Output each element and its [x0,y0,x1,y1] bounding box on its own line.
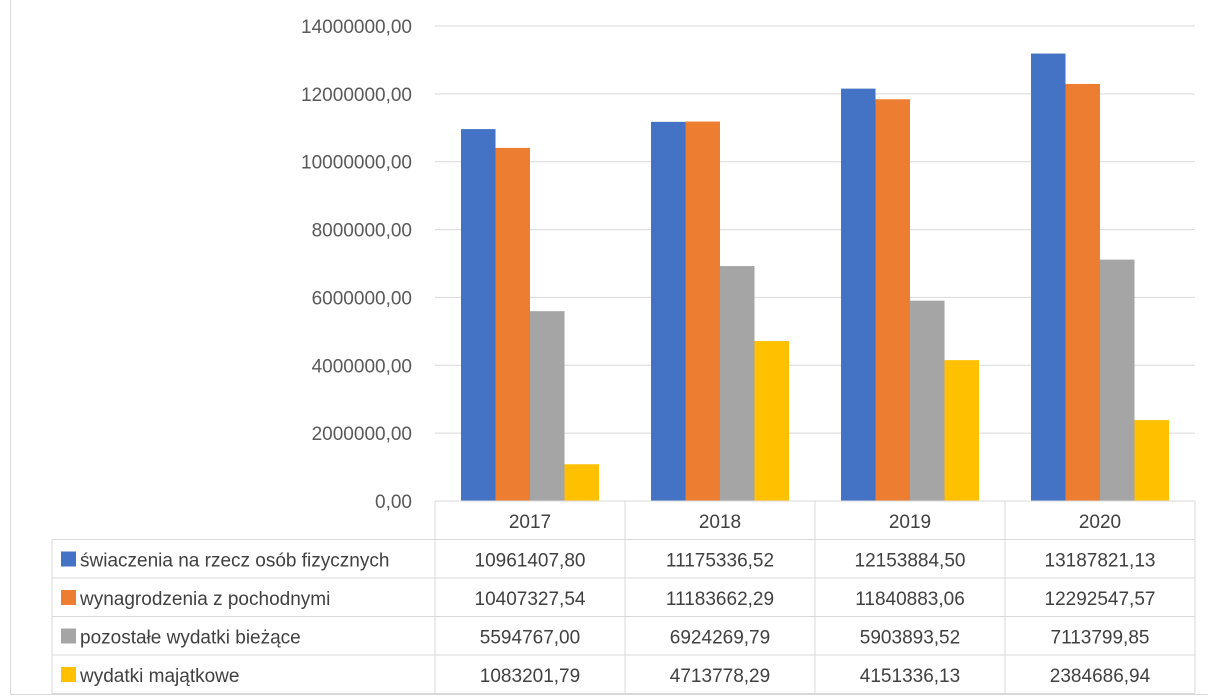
y-tick-label: 0,00 [375,492,412,513]
series-name: świaczenia na rzecz osób fizycznych [80,551,389,572]
table-cell: 7113799,85 [1051,628,1150,649]
table-cell: 13187821,13 [1045,551,1156,572]
data-table: 2017 2018 2019 2020 świaczenia na rzecz osób… [51,500,1196,694]
bar-2020-series-4 [1134,420,1169,501]
category-label: 2020 [1079,512,1121,533]
bar-2017-series-3 [530,311,565,501]
table-cell: 12153884,50 [855,551,966,572]
legend-key [61,628,76,644]
bar-2019-series-3 [910,300,945,501]
bar-2018-series-4 [754,341,789,501]
y-tick-label: 4000000,00 [312,356,412,377]
table-cell: 6924269,79 [670,628,770,649]
category-label: 2019 [889,512,931,533]
legend-key [61,551,76,567]
table-cell: 1083201,79 [480,666,580,687]
bar-2020-series-2 [1065,83,1100,501]
series-name: wynagrodzenia z pochodnymi [79,589,330,610]
bar-2017-series-4 [564,464,599,501]
bar-2018-series-3 [720,266,755,501]
bar-2020-series-1 [1031,53,1066,502]
bar-2018-series-1 [651,121,686,502]
bar-2019-series-4 [944,360,979,501]
y-tick-label: 12000000,00 [301,85,412,106]
table-cell: 12292547,57 [1045,589,1156,610]
y-tick-label: 8000000,00 [312,221,412,242]
legend-key [61,590,76,605]
chart-frame [10,0,1208,695]
bar-2017-series-2 [495,147,530,502]
y-tick-label: 2000000,00 [312,424,412,445]
table-cell: 4713778,29 [670,666,770,687]
bar-2019-series-1 [841,88,876,502]
category-label: 2018 [699,512,741,533]
bar-2019-series-2 [875,99,910,502]
y-tick-label: 14000000,00 [301,17,412,38]
table-cell: 11840883,06 [855,589,965,610]
bar-2017-series-1 [461,129,496,501]
table-cell: 5594767,00 [480,628,580,649]
y-axis-tick-labels: 0,00 2000000,00 4000000,00 6000000,00 800000… [301,17,412,513]
series-name: wydatki majątkowe [79,666,239,687]
bar-2018-series-2 [685,121,720,501]
table-cell: 10407327,54 [475,589,586,610]
table-cell: 5903893,52 [860,628,960,649]
bar-2020-series-3 [1100,259,1135,501]
table-cell: 2384686,94 [1050,666,1151,687]
y-tick-label: 6000000,00 [312,288,412,309]
y-tick-label: 10000000,00 [301,153,412,174]
table-cell: 11175336,52 [666,551,774,572]
series-name: pozostałe wydatki bieżące [80,628,301,649]
table-cell: 10961407,80 [475,551,586,572]
category-label: 2017 [509,512,551,533]
table-cell: 4151336,13 [860,666,960,687]
legend-key [61,667,76,682]
bars [461,53,1169,502]
table-cell: 11183662,29 [666,589,774,610]
